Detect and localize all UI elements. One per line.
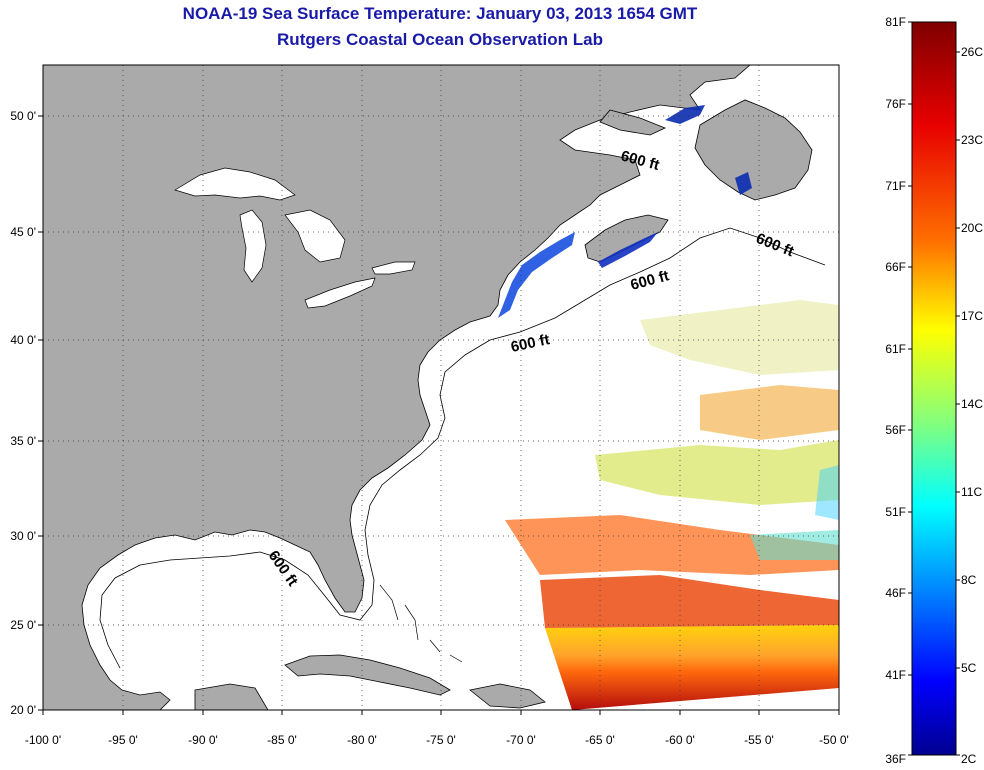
lon-tick-label: -100 0'	[25, 733, 61, 747]
map-subtitle: Rutgers Coastal Ocean Observation Lab	[277, 30, 603, 49]
lon-tick-label: -90 0'	[188, 733, 218, 747]
colorbar-f-label: 51F	[885, 505, 906, 519]
colorbar-c-label: 8C	[961, 573, 977, 587]
anticosti-land	[599, 109, 667, 136]
colorbar-c-label: 20C	[961, 221, 983, 235]
cold-water-nova-scotia	[598, 232, 658, 268]
cold-coastal-water	[498, 232, 575, 318]
lon-tick-label: -70 0'	[506, 733, 536, 747]
longitude-axis: -100 0' -95 0' -90 0' -85 0' -80 0' -75 …	[25, 710, 849, 747]
cuba-land	[284, 654, 451, 696]
lat-tick-label: 50 0'	[10, 109, 36, 123]
colorbar-c-label: 14C	[961, 397, 983, 411]
lat-tick-label: 45 0'	[10, 225, 36, 239]
lake-michigan	[239, 209, 267, 283]
lon-tick-label: -65 0'	[585, 733, 615, 747]
lake-huron	[284, 209, 346, 263]
colorbar-f-label: 76F	[885, 97, 906, 111]
colorbar-f-label: 56F	[885, 423, 906, 437]
colorbar-f-label: 46F	[885, 586, 906, 600]
newfoundland-land	[694, 99, 813, 201]
lat-tick-label: 20 0'	[10, 703, 36, 717]
lake-ontario	[371, 261, 416, 275]
sst-swath	[505, 300, 839, 710]
colorbar-f-label: 71F	[885, 179, 906, 193]
lon-tick-label: -80 0'	[347, 733, 377, 747]
cold-water-north	[665, 105, 752, 195]
lat-tick-label: 40 0'	[10, 333, 36, 347]
colorbar-gradient	[911, 21, 957, 756]
lake-superior	[174, 167, 296, 201]
colorbar-f-label: 41F	[885, 668, 906, 682]
colorbar-f-label: 61F	[885, 342, 906, 356]
depth-contour-600ft	[99, 227, 826, 669]
yucatan-land	[194, 683, 269, 710]
colorbar-c-label: 2C	[961, 752, 977, 766]
colorbar-c-label: 5C	[961, 661, 977, 675]
lat-tick-label: 35 0'	[10, 434, 36, 448]
colorbar-c-label: 23C	[961, 133, 983, 147]
hispaniola-land	[469, 683, 546, 709]
north-america-land	[43, 65, 751, 710]
bahamas-islands	[379, 584, 463, 663]
colorbar-c-label: 11C	[961, 485, 982, 499]
lon-tick-label: -50 0'	[819, 733, 849, 747]
colorbar-f-label: 81F	[885, 15, 906, 29]
latitude-axis: 20 0' 25 0' 30 0' 35 0' 40 0' 45 0' 50 0…	[10, 109, 43, 717]
colorbar-c-label: 17C	[961, 309, 983, 323]
colorbar: 81F 76F 71F 66F 61F 56F 51F 46F 41F 36F …	[885, 15, 983, 766]
lat-tick-label: 30 0'	[10, 529, 36, 543]
map-title: NOAA-19 Sea Surface Temperature: January…	[182, 4, 698, 23]
lon-tick-label: -60 0'	[665, 733, 695, 747]
lon-tick-label: -55 0'	[744, 733, 774, 747]
lon-tick-label: -85 0'	[267, 733, 297, 747]
lon-tick-label: -95 0'	[108, 733, 138, 747]
lake-erie	[304, 277, 376, 309]
colorbar-f-label: 66F	[885, 260, 906, 274]
lon-tick-label: -75 0'	[426, 733, 456, 747]
nova-scotia-land	[584, 214, 669, 263]
lat-tick-label: 25 0'	[10, 618, 36, 632]
colorbar-f-label: 36F	[885, 752, 906, 766]
colorbar-c-label: 26C	[961, 45, 983, 59]
